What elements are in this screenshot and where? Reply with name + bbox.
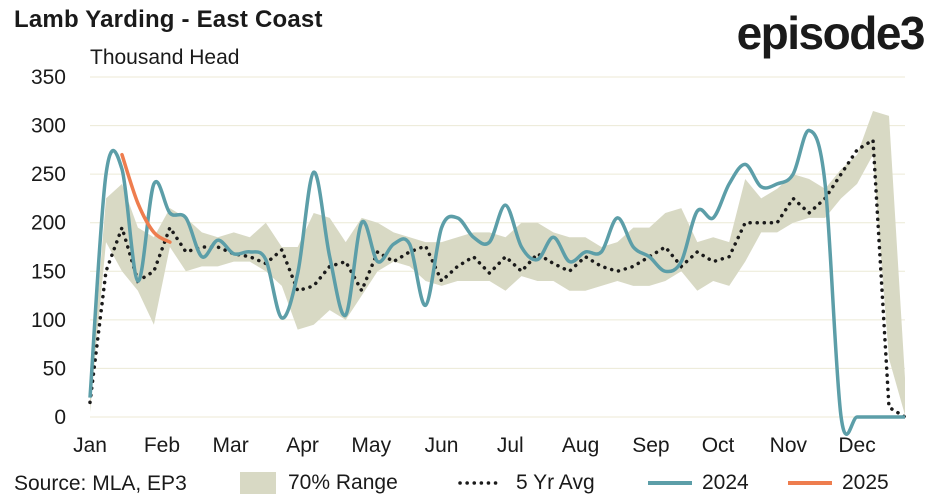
x-tick-label-mar: Mar (213, 434, 249, 457)
x-tick-label-jan: Jan (73, 434, 107, 457)
x-tick-label-sep: Sep (632, 434, 669, 457)
episode3-logo: episode3 (736, 7, 926, 59)
chart-title: Lamb Yarding - East Coast (14, 6, 323, 33)
legend-swatch-2025 (788, 481, 832, 485)
x-tick-label-may: May (351, 434, 391, 457)
y-tick-label: 250 (31, 163, 66, 186)
series-line-5-yr-avg (88, 137, 907, 419)
y-tick-label: 50 (43, 357, 66, 380)
source-note: Source: MLA, EP3 (14, 472, 187, 495)
legend-label-2025: 2025 (842, 471, 889, 494)
x-tick-labels: Jan Feb Mar Apr May Jun Jul Aug Sep Oct Nov Dec (73, 434, 876, 457)
series-line-2024 (88, 128, 905, 436)
line-chart: 0 50 100 150 200 250 300 350 Jan Feb Mar Apr May Jun… (31, 66, 907, 457)
y-tick-label: 350 (31, 66, 66, 89)
series-layer (88, 128, 907, 436)
legend-label-range: 70% Range (288, 471, 398, 494)
x-tick-label-dec: Dec (838, 434, 875, 457)
series-line-2025 (120, 152, 172, 244)
x-tick-label-oct: Oct (702, 434, 735, 457)
x-tick-label-apr: Apr (286, 434, 319, 457)
y-tick-label: 100 (31, 309, 66, 332)
legend-label-avg: 5 Yr Avg (516, 471, 595, 494)
y-tick-label: 300 (31, 115, 66, 138)
x-tick-label-nov: Nov (770, 434, 808, 457)
y-tick-label: 150 (31, 260, 66, 283)
legend-label-2024: 2024 (702, 471, 749, 494)
legend-swatch-range (240, 472, 276, 494)
x-tick-label-jul: Jul (497, 434, 524, 457)
legend-swatch-2024 (648, 481, 692, 485)
y-axis-unit-label: Thousand Head (90, 46, 240, 69)
x-tick-label-aug: Aug (562, 434, 599, 457)
y-tick-label: 0 (54, 406, 66, 429)
x-tick-label-jun: Jun (425, 434, 459, 457)
y-tick-labels: 0 50 100 150 200 250 300 350 (31, 66, 66, 429)
y-tick-label: 200 (31, 212, 66, 235)
legend-swatch-avg (458, 481, 502, 485)
x-tick-label-feb: Feb (144, 434, 180, 457)
